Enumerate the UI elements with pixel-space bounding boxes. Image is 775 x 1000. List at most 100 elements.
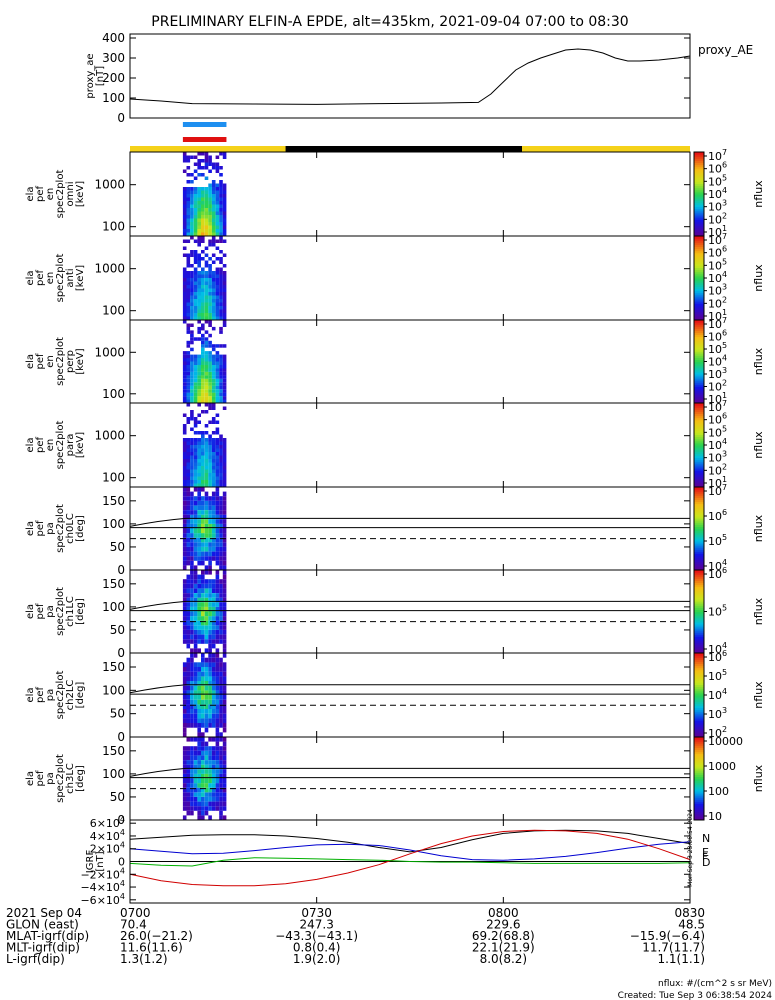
spectrogram-cell (182, 292, 187, 296)
spectrogram-cell (219, 732, 223, 737)
spectrogram-cell (204, 358, 209, 362)
spectrogram-cell (186, 257, 191, 261)
spectrogram-cell (197, 510, 201, 515)
ephemeris-value: 229.6 (486, 918, 520, 932)
spectrogram-cell (211, 232, 216, 236)
spectrogram-cell (208, 204, 212, 208)
ephemeris-value: 48.5 (678, 918, 705, 932)
spectrogram-cell (215, 281, 220, 285)
spectrogram-cell (186, 218, 191, 222)
spectrogram-cell (222, 281, 227, 285)
spectrogram-cell (186, 639, 191, 644)
spectrogram-cell (193, 225, 198, 229)
spectrogram-cell (201, 625, 205, 630)
spectrogram-cell (219, 685, 223, 691)
spectrogram-cell (186, 476, 191, 480)
spectrogram-cell (204, 787, 209, 793)
spectrogram-cell (219, 500, 223, 506)
spectrogram-cell (193, 546, 198, 552)
colorbar-exponent: 1 (722, 224, 727, 233)
spectrogram-cell (211, 187, 216, 191)
spectrogram-cell (182, 560, 187, 566)
spectrogram-cell (182, 583, 187, 589)
spectrogram-cell (201, 620, 205, 626)
spectrogram-cell (197, 403, 201, 407)
spectrogram-cell (190, 639, 194, 644)
ephemeris-value: 22.1(21.9) (472, 941, 535, 955)
colorbar-segment (694, 436, 704, 440)
spectrogram-cell (201, 746, 205, 751)
spectrogram-cell (190, 528, 194, 534)
spectrogram-cell (201, 469, 205, 473)
spectrogram-cell (186, 606, 191, 612)
colorbar-segment (694, 716, 704, 719)
spectrogram-cell (219, 225, 223, 229)
orbit-segment-shadow (285, 146, 522, 152)
spectrogram-cell (215, 533, 220, 538)
colorbar-segment (694, 457, 704, 461)
spectrogram-cell (222, 667, 227, 672)
colorbar-segment (694, 305, 704, 308)
spectrogram-cell (201, 560, 205, 566)
spectrogram-cell (186, 316, 191, 320)
spectrogram-cell (219, 466, 223, 470)
spectrogram-cell (208, 648, 212, 653)
spectrogram-cell (208, 755, 212, 760)
spectrogram-cell (182, 746, 187, 751)
spectrogram-cell (219, 434, 223, 438)
tick-base: ×10 (97, 868, 120, 881)
spectrogram-cell (190, 533, 194, 538)
colorbar-segment (694, 617, 704, 621)
spectrogram-cell (201, 306, 205, 310)
spectrogram-cell (204, 685, 209, 691)
spectrogram-cell (219, 288, 223, 292)
colorbar-segment (694, 438, 704, 442)
spectrogram-cell (182, 760, 187, 765)
ephemeris-value: 8.0(8.2) (480, 952, 528, 966)
spectrogram-cell (193, 755, 198, 760)
colorbar-segment (694, 468, 704, 471)
spectrogram-cell (201, 606, 205, 612)
spectrogram-cell (182, 473, 187, 477)
spectrogram-cell (211, 469, 216, 473)
spectrogram-cell (182, 371, 187, 376)
colorbar-segment (694, 472, 704, 475)
spectrogram-cell (219, 274, 223, 278)
spectrogram-cell (182, 629, 187, 635)
spectrogram-cell (215, 505, 220, 510)
spectrogram-cell (219, 222, 223, 226)
spectrogram-cell (204, 396, 209, 400)
spectrogram-cell (190, 225, 194, 229)
spectrogram-cell (219, 385, 223, 390)
spectrogram-cell (193, 574, 198, 580)
spectrogram-cell (182, 523, 187, 529)
spectrogram-cell (222, 274, 227, 278)
spectrogram-cell (211, 695, 216, 700)
spectrogram-cell (222, 560, 227, 566)
spectrogram-cell (219, 309, 223, 313)
spectrogram-cell (208, 783, 212, 788)
spectrogram-cell (193, 505, 198, 510)
spectrogram-cell (197, 365, 201, 369)
spectrogram-cell (222, 546, 227, 552)
spectrogram-cell (193, 606, 198, 612)
pa_ch2-ylabel-line: [deg] (75, 682, 86, 709)
colorbar-segment (694, 156, 704, 159)
spectrogram-cell (222, 723, 227, 728)
spectrogram-cell (201, 201, 205, 205)
spectrogram-cell (186, 204, 191, 208)
spectrogram-cell (208, 306, 212, 310)
spectrogram-cell (182, 399, 187, 403)
spectrogram-cell (204, 523, 209, 529)
spectrogram-cell (190, 510, 194, 515)
pa_ch3-ylabel-line: spec2plot (55, 754, 66, 803)
spectrogram-cell (211, 236, 216, 240)
spectrogram-cell (219, 211, 223, 215)
spectrogram-cell (208, 695, 212, 700)
spectrogram-cell (219, 676, 223, 681)
colorbar-segment (694, 638, 704, 642)
spectrogram-cell (222, 565, 227, 570)
colorbar-segment (694, 701, 704, 704)
spectrogram-cell (193, 746, 198, 751)
colorbar-segment (694, 170, 704, 174)
